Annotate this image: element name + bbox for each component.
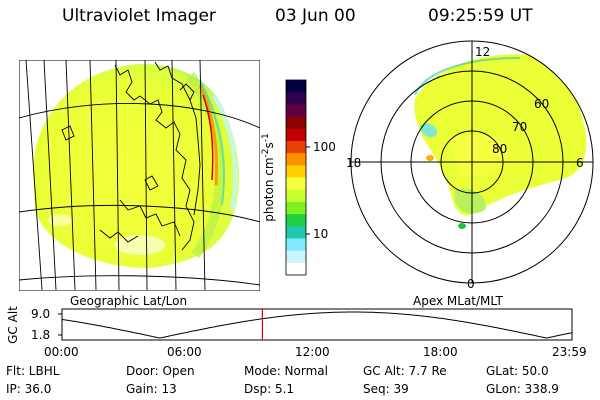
- lat-label-60: 60: [534, 97, 550, 111]
- info-seq: Seq: 39: [363, 382, 409, 396]
- info-dsp: Dsp: 5.1: [244, 382, 295, 396]
- altitude-ytick-max: 9.0: [31, 307, 51, 321]
- time-tick-4: 23:59: [552, 345, 587, 359]
- colorbar-frame: [285, 79, 307, 276]
- mlt-label-12: 12: [475, 45, 491, 59]
- colorbar-segment: [286, 189, 306, 203]
- time-tick-3: 18:00: [423, 345, 458, 359]
- info-mode: Mode: Normal: [244, 364, 328, 378]
- colorbar-segment: [286, 250, 306, 264]
- colorbar: [286, 80, 306, 276]
- geographic-image: [19, 60, 260, 291]
- info-gain: Gain: 13: [126, 382, 177, 396]
- colorbar-segment: [286, 128, 306, 142]
- colorbar-segment: [286, 140, 306, 154]
- colorbar-segment: [286, 153, 306, 166]
- colorbar-segment: [286, 201, 306, 215]
- time-tick-1: 06:00: [167, 345, 202, 359]
- colorbar-segment: [286, 214, 306, 227]
- right-panel-label: Apex MLat/MLT: [413, 294, 503, 308]
- colorbar-segment: [286, 80, 306, 93]
- lat-label-80: 80: [492, 142, 508, 156]
- colorbar-segment: [286, 262, 306, 276]
- altitude-ylabel: GC Alt: [5, 306, 20, 344]
- altitude-plot: [58, 308, 573, 341]
- colorbar-segment: [286, 226, 306, 240]
- date-label: 03 Jun 00: [275, 6, 356, 26]
- colorbar-segment: [286, 92, 306, 105]
- time-label: 09:25:59 UT: [428, 6, 533, 26]
- lat-label-70: 70: [512, 120, 528, 134]
- colorbar-segment: [286, 116, 306, 130]
- mlt-label-18: 18: [346, 156, 362, 170]
- time-tick-2: 12:00: [295, 345, 330, 359]
- colorbar-segment: [286, 238, 306, 252]
- info-door: Door: Open: [126, 364, 195, 378]
- colorbar-unit: photon cm-2s-1: [260, 133, 276, 222]
- info-flt: Flt: LBHL: [6, 364, 60, 378]
- colorbar-label-10: 10: [313, 227, 329, 241]
- info-glon: GLon: 338.9: [486, 382, 559, 396]
- info-glat: GLat: 50.0: [486, 364, 549, 378]
- mlt-label-0: 0: [467, 277, 475, 291]
- colorbar-segment: [286, 177, 306, 191]
- info-gcalt: GC Alt: 7.7 Re: [363, 364, 447, 378]
- altitude-ytick-min: 1.8: [31, 328, 51, 342]
- instrument-title: Ultraviolet Imager: [62, 6, 216, 26]
- polar-plot: [350, 40, 594, 284]
- colorbar-label-100: 100: [313, 140, 336, 154]
- left-panel-label: Geographic Lat/Lon: [70, 294, 188, 308]
- time-tick-0: 00:00: [44, 345, 79, 359]
- colorbar-segment: [286, 104, 306, 118]
- colorbar-segment: [286, 165, 306, 179]
- mlt-label-6: 6: [576, 156, 584, 170]
- info-ip: IP: 36.0: [6, 382, 52, 396]
